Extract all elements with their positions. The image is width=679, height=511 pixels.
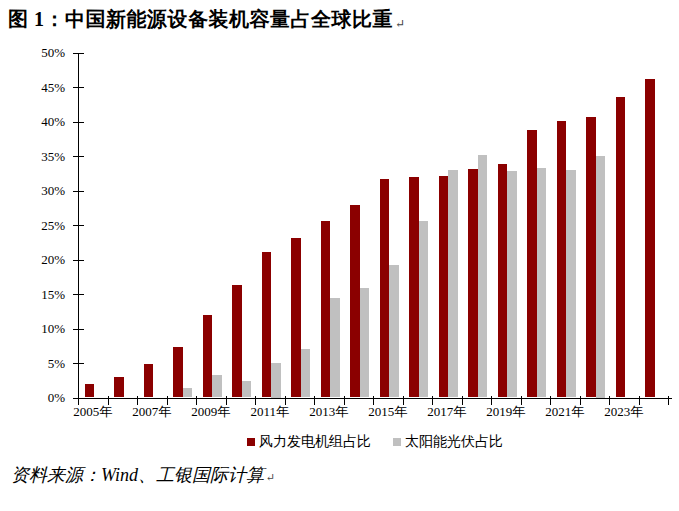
y-axis-label: 20% xyxy=(25,253,65,266)
y-axis-label: 40% xyxy=(25,115,65,128)
y-axis-label: 15% xyxy=(25,288,65,301)
y-axis-tick xyxy=(73,363,84,364)
bar-wind-2013 xyxy=(321,221,331,398)
bar-solar-2010 xyxy=(242,381,252,398)
bar-solar-2014 xyxy=(360,288,370,397)
x-axis-label: 2019年 xyxy=(476,405,536,418)
x-axis-label: 2013年 xyxy=(299,405,359,418)
y-axis-label: 25% xyxy=(25,219,65,232)
bar-solar-2015 xyxy=(389,265,399,397)
x-axis-label: 2017年 xyxy=(417,405,477,418)
y-axis-tick xyxy=(73,225,84,226)
bar-solar-2008 xyxy=(183,388,193,398)
x-axis-label: 2011年 xyxy=(240,405,300,418)
legend-label-wind: 风力发电机组占比 xyxy=(259,433,371,451)
y-axis-tick xyxy=(73,87,84,88)
bar-solar-2016 xyxy=(419,221,429,398)
legend-item-wind: 风力发电机组占比 xyxy=(247,433,371,451)
bar-solar-2020 xyxy=(537,168,547,397)
y-axis-tick xyxy=(73,191,84,192)
bar-wind-2012 xyxy=(291,238,301,397)
bar-wind-2023 xyxy=(616,97,626,398)
bar-wind-2011 xyxy=(262,252,272,398)
bar-wind-2016 xyxy=(409,177,419,398)
bar-solar-2022 xyxy=(596,156,606,398)
x-axis-label: 2007年 xyxy=(122,405,182,418)
x-axis-label: 2023年 xyxy=(594,405,654,418)
source-note: 资料来源：Wind、工银国际计算↵ xyxy=(11,463,275,487)
y-axis-label: 10% xyxy=(25,322,65,335)
bar-solar-2019 xyxy=(507,171,517,397)
solar-series-swatch-icon xyxy=(393,438,401,446)
bar-wind-2010 xyxy=(232,285,242,397)
bar-wind-2021 xyxy=(557,121,567,398)
y-axis-tick xyxy=(73,122,84,123)
bar-wind-2015 xyxy=(380,179,390,397)
bar-wind-2019 xyxy=(498,164,508,397)
bar-wind-2022 xyxy=(586,117,596,398)
chart-legend: 风力发电机组占比 太阳能光伏占比 xyxy=(78,433,672,451)
bar-solar-2017 xyxy=(448,170,458,397)
x-axis-label: 2015年 xyxy=(358,405,418,418)
legend-item-solar: 太阳能光伏占比 xyxy=(393,433,503,451)
x-axis-label: 2005年 xyxy=(63,405,123,418)
y-axis-tick xyxy=(73,156,84,157)
legend-label-solar: 太阳能光伏占比 xyxy=(405,433,503,451)
bar-wind-2024 xyxy=(645,79,655,398)
bar-solar-2013 xyxy=(330,298,340,397)
report-figure-page: 图 1：中国新能源设备装机容量占全球比重↵ 0%5%10%15%20%25%30… xyxy=(0,0,679,511)
y-axis-label: 35% xyxy=(25,150,65,163)
bar-wind-2008 xyxy=(173,347,183,397)
bar-solar-2018 xyxy=(478,155,488,398)
x-axis-tick xyxy=(668,396,669,405)
y-axis-tick xyxy=(73,329,84,330)
bar-wind-2007 xyxy=(144,364,154,397)
y-axis-tick xyxy=(73,294,84,295)
x-axis-label: 2021年 xyxy=(535,405,595,418)
bar-wind-2014 xyxy=(350,205,360,398)
bar-wind-2018 xyxy=(468,169,478,397)
wind-series-swatch-icon xyxy=(247,438,255,446)
bar-wind-2009 xyxy=(203,315,213,397)
source-note-text: 资料来源：Wind、工银国际计算 xyxy=(11,465,264,485)
bar-solar-2021 xyxy=(566,170,576,398)
y-axis-label: 30% xyxy=(25,184,65,197)
bar-wind-2006 xyxy=(114,377,124,398)
y-axis-label: 50% xyxy=(25,46,65,59)
y-axis-label: 0% xyxy=(25,391,65,404)
bar-solar-2012 xyxy=(301,349,311,397)
paragraph-mark-icon: ↵ xyxy=(266,471,275,483)
bar-solar-2009 xyxy=(212,375,222,397)
y-axis-label: 45% xyxy=(25,81,65,94)
y-axis-label: 5% xyxy=(25,357,65,370)
bar-wind-2005 xyxy=(85,384,95,398)
bar-wind-2020 xyxy=(527,130,537,397)
bar-solar-2011 xyxy=(271,363,281,398)
x-axis-label: 2009年 xyxy=(181,405,241,418)
y-axis-tick xyxy=(73,260,84,261)
y-axis-tick xyxy=(73,53,84,54)
bar-wind-2017 xyxy=(439,176,449,397)
